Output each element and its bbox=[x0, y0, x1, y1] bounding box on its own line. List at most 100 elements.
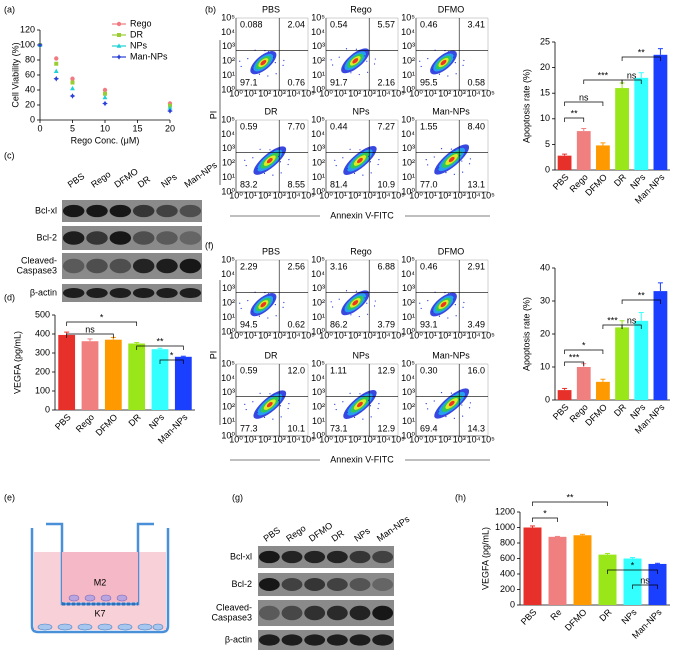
y-tick-label: 20 bbox=[540, 62, 550, 72]
event-dot bbox=[453, 173, 455, 175]
x-tick-label: DR bbox=[126, 412, 143, 429]
x-tick-label: 20 bbox=[165, 123, 175, 133]
significance-label: *** bbox=[569, 352, 580, 362]
bar bbox=[653, 54, 668, 170]
scatter-cloud bbox=[250, 293, 277, 317]
significance-label: ** bbox=[638, 290, 646, 300]
band bbox=[304, 550, 326, 564]
density bbox=[357, 401, 363, 408]
x-tick-label: 10⁵ bbox=[391, 88, 405, 98]
y-tick-label: 10² bbox=[402, 158, 415, 168]
significance-bracket bbox=[632, 584, 658, 589]
scatter-cloud bbox=[253, 146, 287, 175]
x-tick-label: 10⁴ bbox=[467, 88, 481, 98]
lane-label: DR bbox=[330, 528, 347, 544]
scatter-cloud bbox=[253, 390, 287, 419]
y-tick-label: 40 bbox=[25, 84, 35, 94]
significance-bracket bbox=[532, 501, 608, 506]
y-tick-label: 10¹ bbox=[222, 70, 235, 80]
quadrant-value: 2.04 bbox=[287, 19, 305, 29]
band bbox=[62, 287, 85, 299]
event-dot bbox=[346, 167, 348, 170]
y-tick-label: 10⁴ bbox=[401, 27, 415, 37]
significance-label: * bbox=[543, 508, 547, 518]
band bbox=[179, 287, 202, 299]
blot-strip bbox=[62, 253, 202, 279]
event-dot bbox=[335, 408, 337, 411]
density bbox=[260, 302, 267, 308]
quadrant-value: 3.41 bbox=[467, 19, 485, 29]
y-tick-label: 10⁰ bbox=[401, 430, 415, 440]
event-dot bbox=[287, 407, 289, 410]
lane-label: Rego bbox=[89, 169, 112, 190]
significance-label: * bbox=[631, 560, 635, 570]
legend-label: DR bbox=[130, 29, 143, 39]
event-dot bbox=[279, 405, 281, 407]
band bbox=[156, 258, 178, 274]
event-dot bbox=[425, 403, 427, 405]
x-tick-label: 10⁴ bbox=[467, 330, 481, 340]
lane-label: PBS bbox=[66, 171, 86, 190]
event-dot bbox=[263, 172, 266, 174]
event-dot bbox=[280, 416, 282, 418]
quadrant-value: 0.088 bbox=[240, 19, 263, 29]
event-dot bbox=[459, 399, 461, 401]
event-dot bbox=[245, 408, 247, 411]
row-label: Cleaved- bbox=[21, 255, 57, 265]
y-tick-label: 600 bbox=[500, 553, 515, 563]
plot-title: Rego bbox=[350, 4, 372, 14]
y-tick-label: 10² bbox=[402, 298, 415, 308]
bar bbox=[634, 320, 649, 400]
x-tick-label: 10² bbox=[348, 190, 361, 200]
significance-label: ns bbox=[627, 315, 637, 325]
plot-title: DFMO bbox=[438, 4, 465, 14]
plot-title: PBS bbox=[262, 4, 280, 14]
x-tick-label: 10⁴ bbox=[467, 434, 481, 444]
x-tick-label: 10³ bbox=[273, 330, 286, 340]
plot-title: DR bbox=[265, 106, 278, 116]
event-dot bbox=[366, 313, 369, 315]
x-axis-label: Rego Conc. (μM) bbox=[71, 135, 140, 145]
bar bbox=[615, 88, 629, 170]
event-dot bbox=[358, 73, 360, 76]
x-tick-label: 10⁴ bbox=[287, 330, 301, 340]
significance-label: * bbox=[100, 312, 104, 322]
y-tick-label: 10⁵ bbox=[311, 12, 325, 22]
x-tick-label: 10⁴ bbox=[287, 88, 301, 98]
event-dot bbox=[364, 297, 366, 299]
event-dot bbox=[447, 75, 449, 77]
quadrant-value: 0.58 bbox=[467, 77, 485, 87]
x-tick-label: 10¹ bbox=[244, 88, 257, 98]
x-tick-label: NPs bbox=[619, 607, 638, 626]
y-tick-label: 10⁰ bbox=[311, 430, 325, 440]
event-dot bbox=[332, 306, 334, 308]
significance-bracket bbox=[136, 345, 184, 350]
event-dot bbox=[438, 167, 440, 169]
x-tick-label: 10² bbox=[258, 434, 271, 444]
event-dot bbox=[239, 302, 241, 304]
band bbox=[281, 605, 303, 621]
y-tick-label: 10¹ bbox=[402, 416, 415, 426]
event-dot bbox=[355, 48, 357, 50]
event-dot bbox=[359, 149, 361, 151]
bar bbox=[151, 349, 169, 410]
y-tick-label: 100 bbox=[35, 385, 50, 395]
event-dot bbox=[244, 159, 246, 161]
x-tick-label: 10⁰ bbox=[319, 88, 333, 98]
x-tick-label: 10⁴ bbox=[377, 330, 391, 340]
event-dot bbox=[450, 148, 453, 150]
lower-label: K7 bbox=[94, 608, 105, 618]
event-dot bbox=[345, 48, 348, 50]
marker bbox=[37, 42, 43, 48]
lane-label: Rego bbox=[284, 523, 307, 544]
event-dot bbox=[349, 148, 351, 150]
significance-bracket bbox=[607, 569, 658, 574]
y-tick-label: 10² bbox=[312, 158, 325, 168]
lane-label: DFMO bbox=[112, 166, 139, 189]
bar bbox=[58, 334, 76, 410]
y-axis-label: VEGFA (pg/mL) bbox=[480, 527, 490, 590]
event-dot bbox=[274, 62, 276, 64]
y-tick-label: 0 bbox=[545, 394, 550, 404]
y-tick-label: 10³ bbox=[312, 387, 325, 397]
x-tick-label: 10² bbox=[348, 330, 361, 340]
